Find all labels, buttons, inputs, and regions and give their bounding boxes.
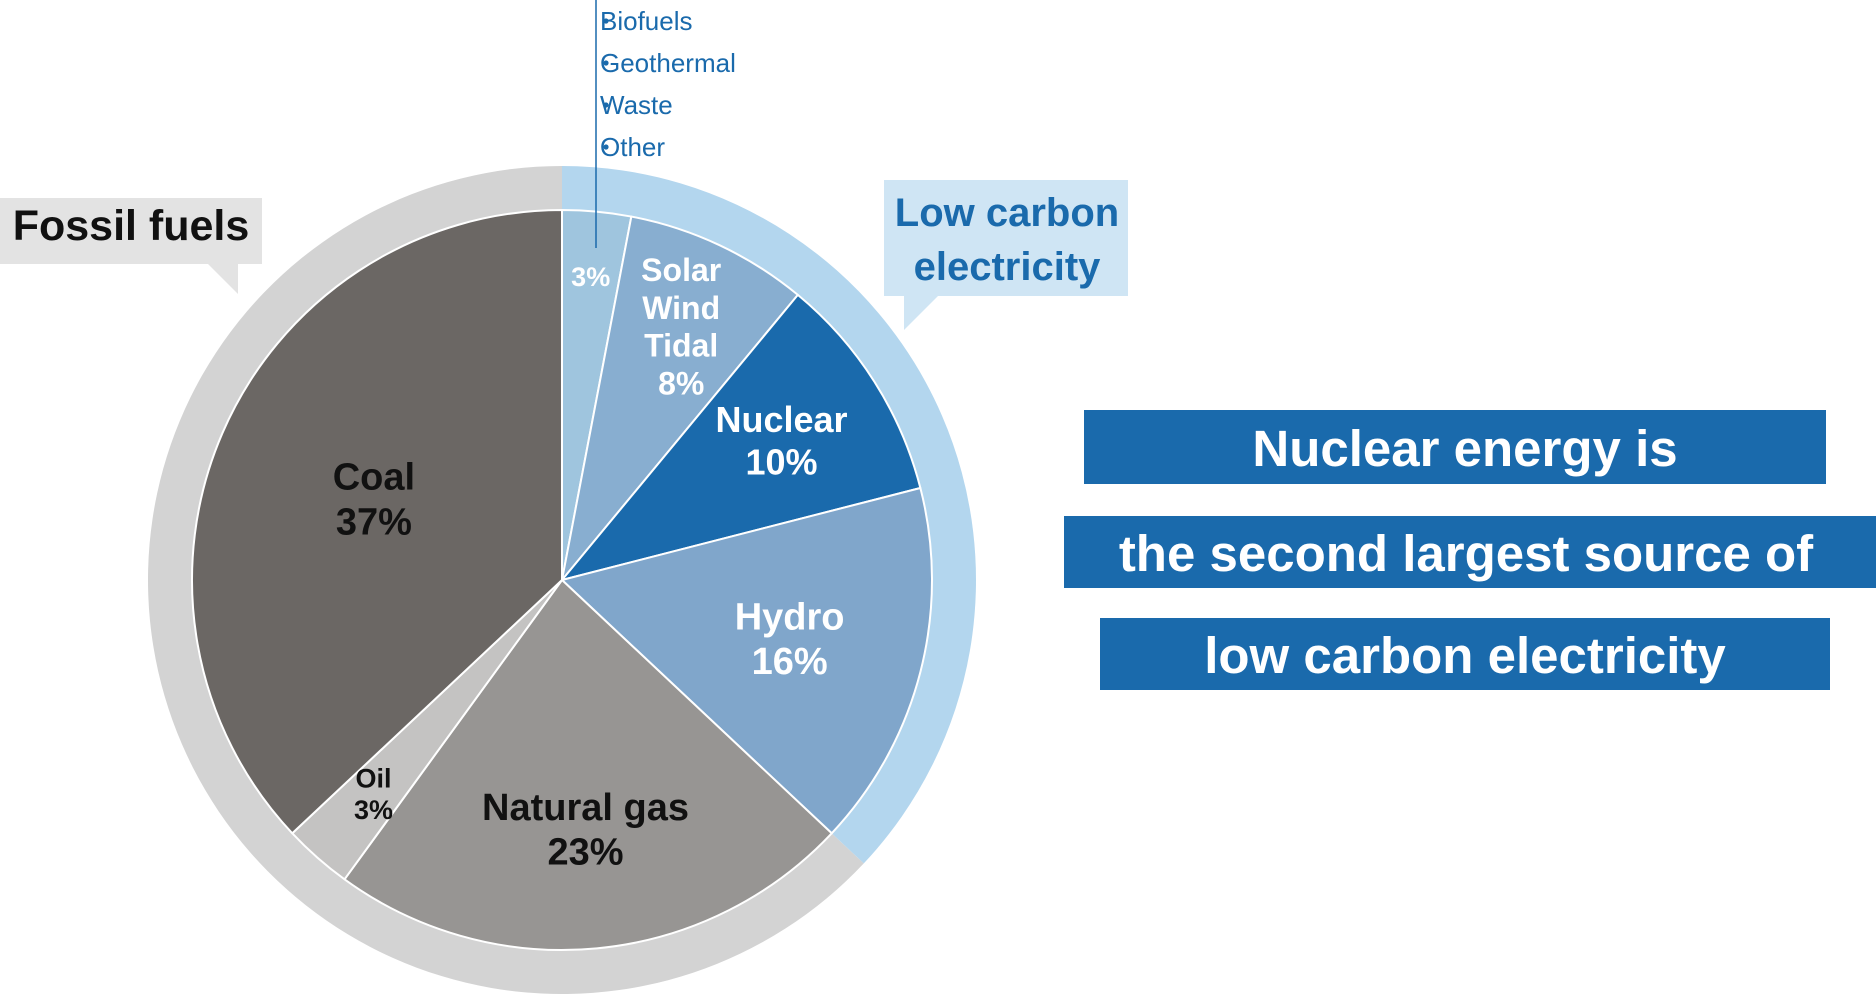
pie-slice-gas	[343, 579, 833, 951]
slice-label-solar: Wind	[642, 290, 720, 326]
slice-label-gas: Natural gas	[482, 787, 689, 829]
fossil-callout-box	[0, 198, 262, 294]
slice-label-solar: Tidal	[644, 328, 718, 364]
fossil-callout-label: Fossil fuels	[13, 202, 250, 250]
slice-value-hydro: 16%	[752, 641, 828, 683]
bullet-dot	[603, 102, 609, 108]
slice-label-oil: Oil	[355, 763, 391, 793]
headline-banner-3	[1100, 618, 1830, 690]
pie-slice-coal	[191, 209, 563, 835]
slice-value-other: 3%	[571, 262, 610, 292]
other-item-geothermal: Geothermal	[600, 48, 736, 78]
slice-label-hydro: Hydro	[735, 596, 845, 638]
other-sources-list: Biofuels Geothermal Waste Other	[595, 0, 736, 248]
low-carbon-callout-line-1: Low carbon	[895, 191, 1119, 235]
low-carbon-callout-line-2: electricity	[914, 245, 1102, 289]
other-item-waste: Waste	[600, 90, 673, 120]
fossil-fuels-callout: Fossil fuels	[0, 198, 262, 294]
bullet-dot	[603, 60, 609, 66]
slice-label-coal: Coal	[333, 457, 415, 499]
headline-line-2: the second largest source of	[1119, 525, 1814, 582]
low-carbon-callout-box	[884, 180, 1128, 330]
slice-label-nuclear: Nuclear	[715, 399, 847, 440]
slice-value-coal: 37%	[336, 501, 412, 543]
bullet-dot	[603, 18, 609, 24]
other-item-other: Other	[600, 132, 665, 162]
bullet-dot	[603, 144, 609, 150]
headline-line-3: low carbon electricity	[1204, 627, 1726, 684]
pie-slices	[191, 209, 934, 951]
pie-slice-hydro	[561, 486, 934, 835]
slice-value-gas: 23%	[547, 832, 623, 874]
headline-line-1: Nuclear energy is	[1252, 420, 1677, 477]
pie-slice-solar	[561, 215, 799, 581]
slice-value-solar: 8%	[658, 366, 704, 402]
slice-label-solar: Solar	[641, 252, 721, 288]
headline-banners: Nuclear energy is the second largest sou…	[1064, 410, 1876, 690]
slice-value-nuclear: 10%	[745, 442, 817, 483]
headline-banner-2	[1064, 516, 1876, 588]
other-item-biofuels: Biofuels	[600, 6, 693, 36]
low-carbon-callout: Low carbon electricity	[884, 180, 1128, 330]
headline-banner-1	[1084, 410, 1826, 484]
slice-value-oil: 3%	[354, 795, 393, 825]
pie-slice-nuclear	[561, 293, 922, 581]
